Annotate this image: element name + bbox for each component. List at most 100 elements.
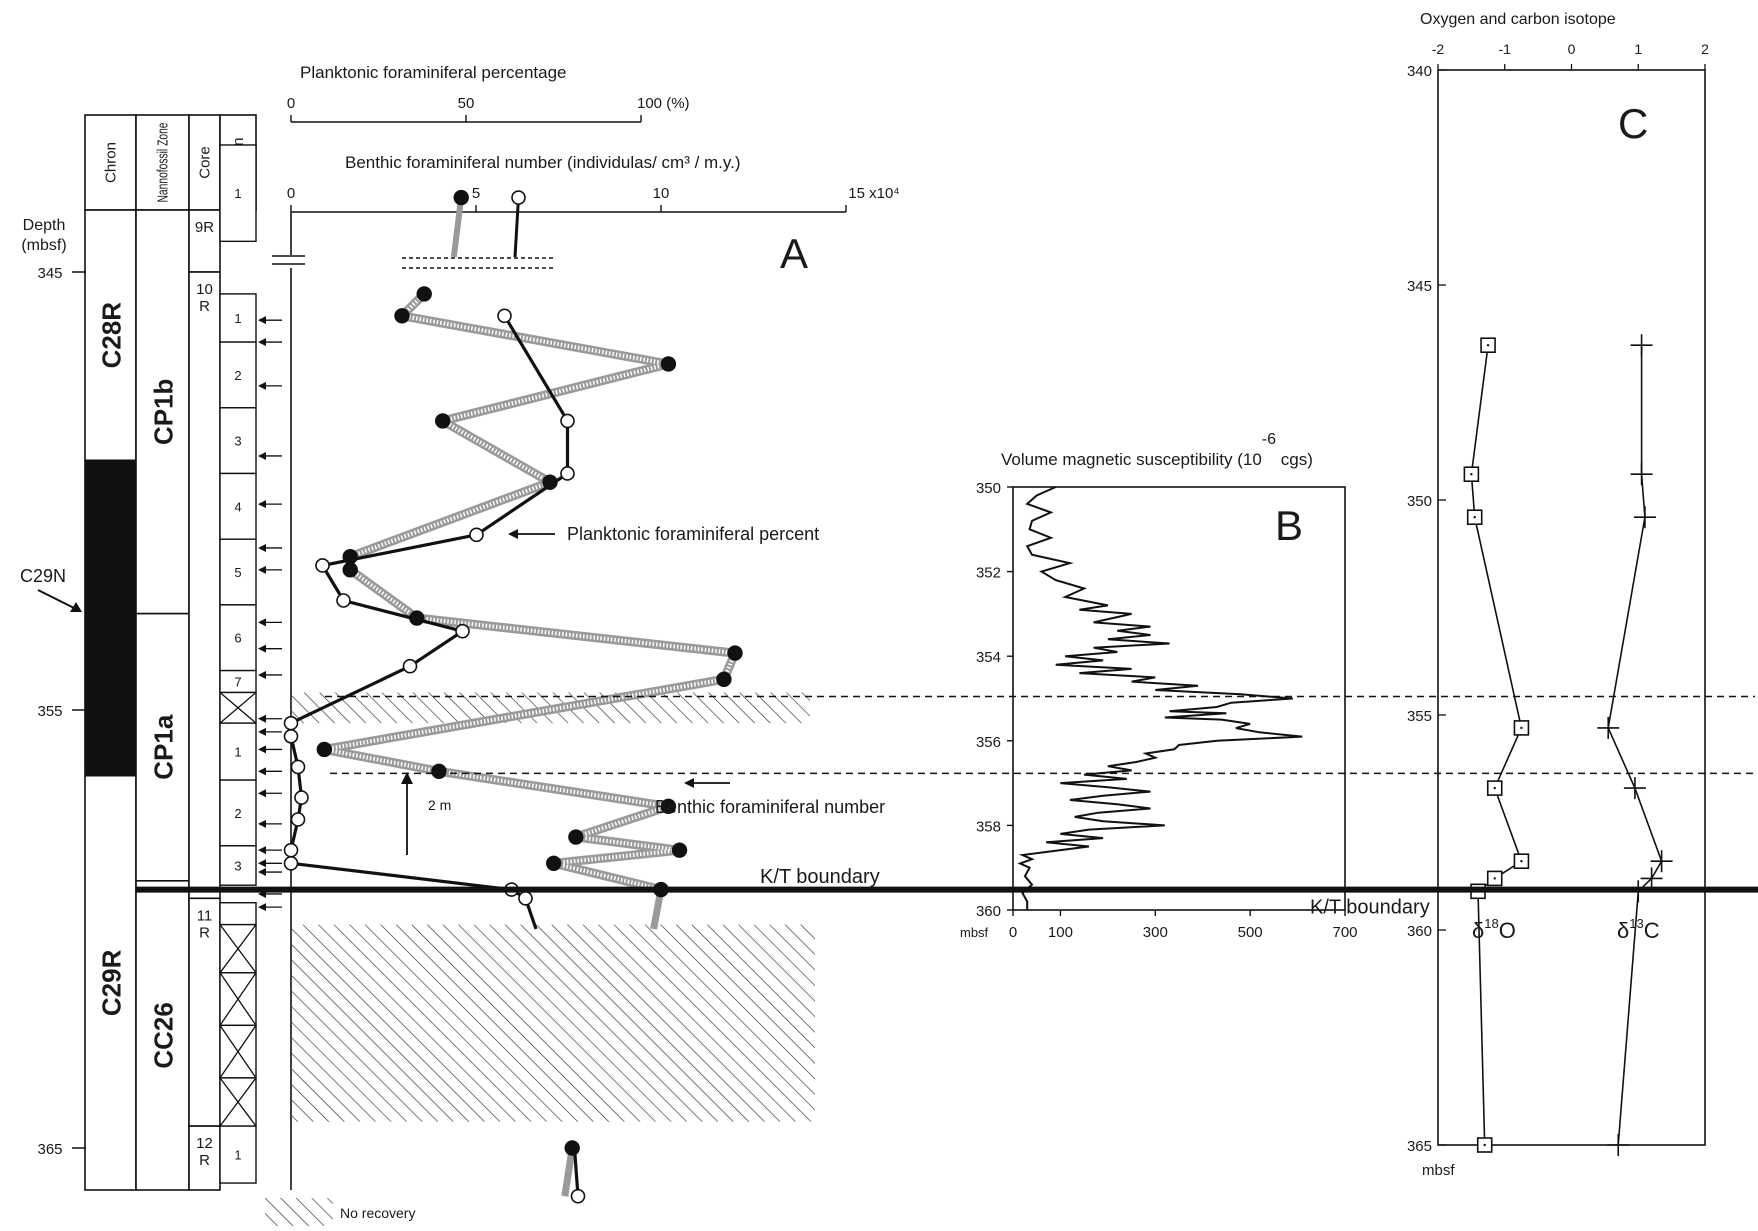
depth-axis-label: (mbsf) — [21, 237, 66, 254]
section-box — [219, 341, 257, 409]
d18o-point-dot — [1520, 860, 1523, 863]
benthic-point — [342, 549, 358, 565]
panel-b-label: B — [1275, 502, 1303, 549]
section-box — [219, 845, 257, 886]
sample-arrowhead — [258, 727, 266, 736]
planktonic-point — [402, 658, 418, 674]
sample-arrowhead — [258, 789, 266, 798]
planktonic-tick-label: 100 (%) — [637, 95, 690, 112]
core-interval — [188, 1125, 221, 1191]
section-label: 3 — [234, 434, 241, 449]
chron-interval — [84, 209, 137, 462]
section-box — [219, 1125, 257, 1184]
sample-arrowhead — [258, 451, 266, 460]
section-label: 2 — [234, 368, 241, 383]
nannofossil-zone — [135, 209, 190, 615]
kt-boundary-label-a: K/T boundary — [760, 866, 880, 888]
benthic-label-arrowhead — [684, 778, 694, 788]
scale-bar-label: 2 m — [428, 797, 451, 813]
planktonic-point — [283, 728, 299, 744]
depth-tick-label: 355 — [37, 703, 62, 720]
benthic-top-stub — [450, 197, 465, 258]
planktonic-top-stub — [513, 197, 520, 258]
sample-arrowhead — [258, 543, 266, 552]
panel-c-ytick-label: 360 — [1407, 923, 1432, 940]
benthic-point — [394, 308, 410, 324]
section-cross — [219, 972, 257, 1026]
planktonic-point — [283, 842, 299, 858]
isotope-label-superscript: 18 — [1484, 916, 1498, 931]
benthic-point — [542, 474, 558, 490]
planktonic-point — [283, 715, 299, 731]
benthic-point — [342, 562, 358, 578]
sample-arrowhead — [258, 316, 266, 325]
planktonic-point — [455, 623, 470, 639]
planktonic-point — [497, 308, 512, 324]
d18o-label: δ18O — [1472, 916, 1516, 943]
benthic-point — [716, 671, 732, 688]
panel-b-xtick-label: 100 — [1048, 924, 1073, 941]
column-header-label-nanno: Nannofossil Zone — [155, 123, 172, 203]
legend-label: No recovery — [340, 1205, 415, 1221]
planktonic-point — [511, 190, 526, 205]
section-label: 5 — [234, 565, 241, 580]
panel-a-annotations: A Planktonic foraminiferal percent Benthic… — [265, 230, 885, 1226]
benthic-point — [564, 1140, 580, 1156]
chron-interval — [84, 459, 137, 777]
scale-bar-arrowhead — [401, 772, 413, 784]
benthic-point — [416, 286, 432, 302]
benthic-point — [671, 842, 688, 858]
depth-tick-label: 365 — [37, 1141, 62, 1158]
core-label: 11 — [197, 907, 213, 924]
sample-arrowhead — [258, 767, 266, 776]
planktonic-point — [518, 891, 533, 906]
section-box — [219, 722, 257, 781]
section-cross — [219, 1077, 257, 1127]
sample-arrowhead — [258, 644, 266, 653]
isotope-label-superscript: 13 — [1629, 916, 1643, 931]
chron-pointer-arrowhead — [70, 602, 82, 612]
panel-b-title-exponent: -6 — [1262, 431, 1276, 448]
sample-arrowhead — [258, 670, 266, 679]
panel-c-frame — [1437, 69, 1706, 1146]
core-label: 12 — [196, 1135, 213, 1152]
benthic-series-label: Benthic foraminiferal number — [655, 797, 885, 817]
sample-arrowhead — [258, 714, 266, 723]
panel-b-xtick-label: 700 — [1332, 924, 1357, 941]
core-interval — [188, 897, 221, 1127]
panel-a-series — [283, 189, 743, 1204]
sample-arrowhead — [258, 868, 266, 877]
sample-arrowhead — [258, 903, 266, 912]
planktonic-point — [560, 413, 575, 429]
sample-arrowhead — [258, 565, 266, 574]
depth-axis-label: Depth — [23, 217, 66, 234]
planktonic-point — [283, 855, 299, 871]
nannofossil-zone-label: CP1a — [149, 714, 179, 780]
section-label: 2 — [234, 806, 241, 821]
section-label: 3 — [234, 858, 241, 873]
d18o-line — [1470, 345, 1523, 1146]
benthic-point — [453, 189, 469, 206]
planktonic-axis-title: Planktonic foraminiferal percentage — [300, 63, 566, 82]
sample-arrowhead — [258, 338, 266, 347]
chron-pointer-label: C29N — [20, 566, 66, 586]
no-recovery-hatch — [292, 924, 815, 1122]
section-box — [219, 902, 257, 926]
core-interval — [188, 209, 221, 273]
panel-b: Volume magnetic susceptibility (10-6 cgs… — [960, 431, 1358, 941]
section-cross — [219, 924, 257, 974]
d18o-point-dot — [1493, 786, 1496, 790]
susceptibility-line — [1017, 486, 1303, 910]
planktonic-point — [570, 1188, 586, 1204]
panel-c-xtick-label: 0 — [1568, 41, 1576, 57]
core-label: R — [199, 1152, 210, 1169]
d13c-label: δ13C — [1617, 916, 1660, 943]
section-box — [219, 144, 257, 243]
panel-c-title: Oxygen and carbon isotope — [1420, 11, 1616, 28]
core-interval — [188, 271, 221, 900]
section-label: 1 — [234, 311, 241, 326]
panel-b-xtick-label: 500 — [1238, 924, 1263, 941]
benthic-point — [409, 610, 425, 626]
column-header-chron — [84, 114, 137, 211]
d18o-point-dot — [1473, 516, 1476, 519]
